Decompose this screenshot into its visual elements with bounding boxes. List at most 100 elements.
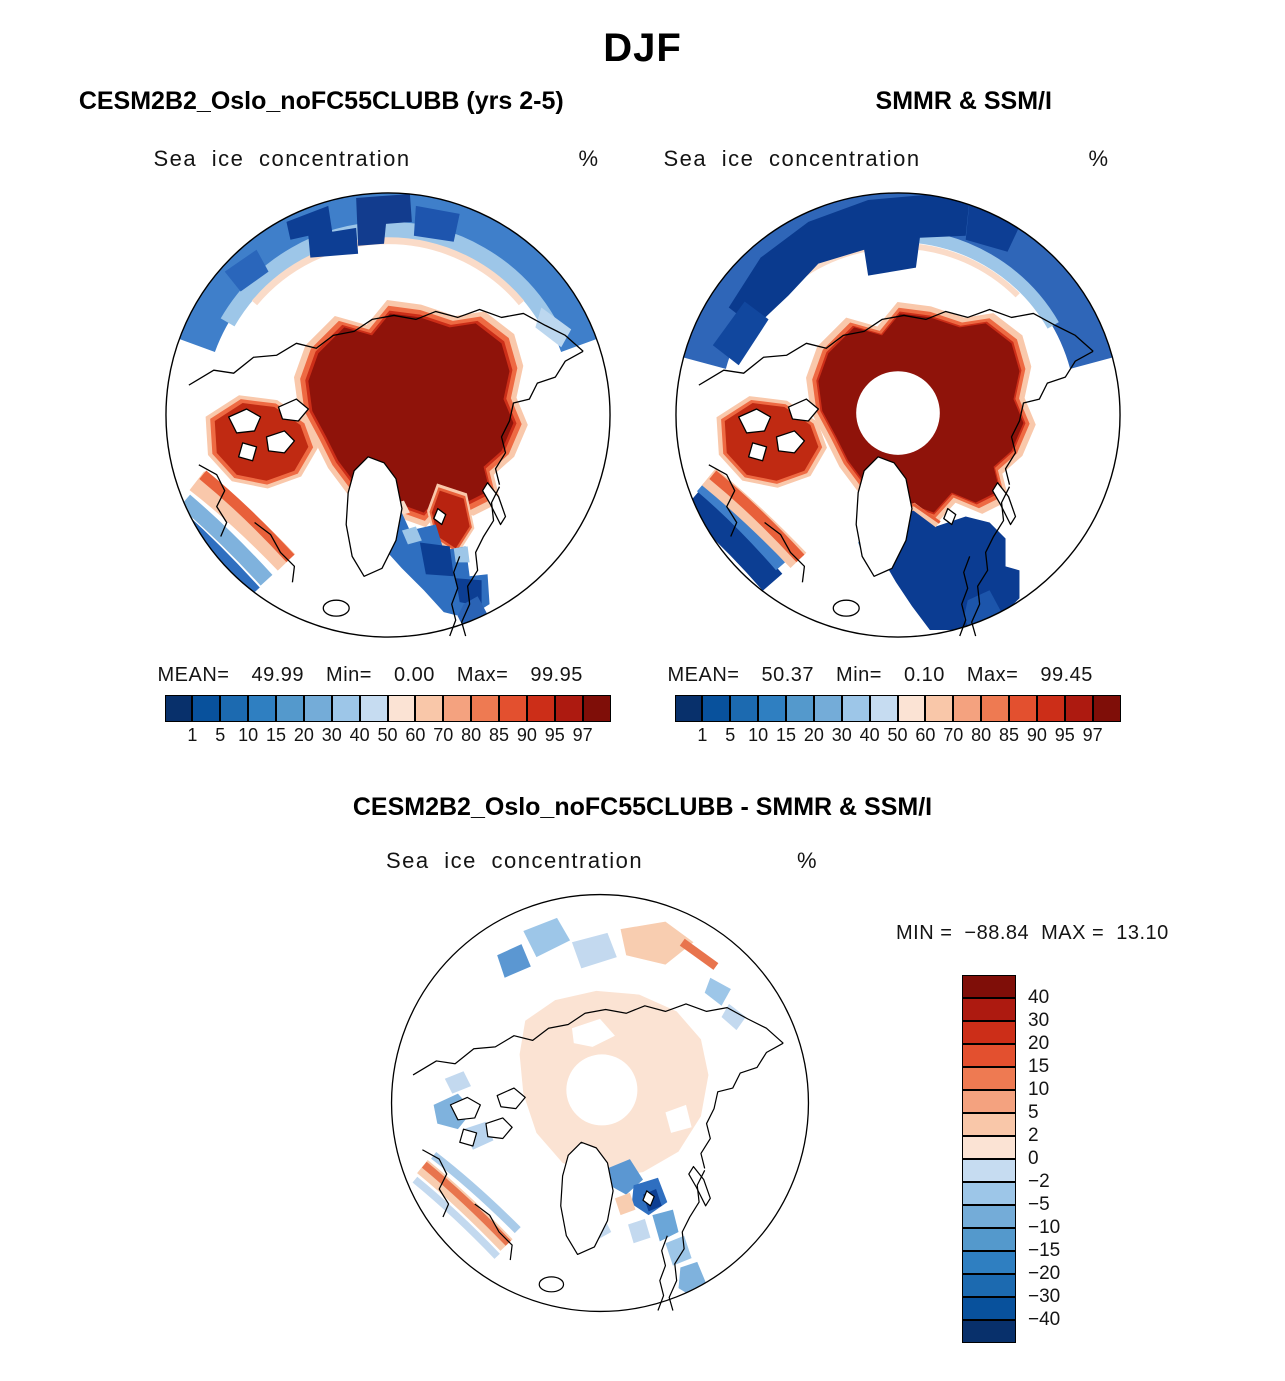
min-label: Min= [836, 664, 882, 686]
colorbar-segment [582, 695, 611, 722]
colorbar-segment [526, 695, 555, 722]
colorbar-tick-label: 97 [1082, 725, 1103, 745]
colorbar-ticks: 1 5 10 15 20 30 40 50 60 70 80 85 90 95 97 [165, 725, 611, 749]
max-value: 99.45 [1040, 664, 1093, 686]
colorbar-segment [443, 695, 472, 722]
colorbar-segment [953, 695, 982, 722]
colorbar-tick-label: −20 [1028, 1263, 1061, 1284]
colorbar-tick-label: 10 [1028, 1079, 1050, 1100]
colorbar-segment [962, 1067, 1016, 1090]
colorbar-segments [674, 695, 1121, 722]
season-title: DJF [603, 26, 682, 70]
colorbar-tick-label: 60 [405, 725, 426, 745]
colorbar-tick-label: 80 [461, 725, 482, 745]
colorbar-tick-label: −40 [1028, 1309, 1061, 1330]
model-units-label: % [578, 146, 600, 171]
colorbar-tick-label: 20 [293, 725, 314, 745]
model-panel: Sea ice concentration % [148, 146, 628, 749]
mean-label: MEAN= [157, 664, 230, 686]
colorbar-segment [674, 695, 703, 722]
diff-units-label: % [796, 848, 818, 873]
obs-plot-header: Sea ice concentration % [658, 146, 1138, 172]
colorbar-tick-label: 5 [1028, 1102, 1039, 1123]
colorbar-segment [925, 695, 954, 722]
colorbar-segment [499, 695, 527, 722]
colorbar-tick-label: −2 [1028, 1171, 1050, 1192]
colorbar-tick-label: 70 [433, 725, 454, 745]
colorbar-segment [303, 695, 332, 722]
colorbar-tick-label: 20 [1028, 1033, 1050, 1054]
mean-label: MEAN= [667, 664, 740, 686]
model-title: CESM2B2_Oslo_noFC55CLUBB (yrs 2-5) [78, 87, 564, 115]
model-ice-pack [293, 300, 528, 528]
colorbar-ticks: 1 5 10 15 20 30 40 50 60 70 80 85 90 95 97 [675, 725, 1121, 749]
colorbar-tick-label: 15 [775, 725, 797, 745]
colorbar-segment [359, 695, 388, 722]
model-stats: MEAN= 49.99 Min= 0.00 Max= 99.95 [148, 664, 628, 687]
obs-map [674, 192, 1121, 638]
colorbar-segment [1009, 695, 1037, 722]
colorbar-tick-label: 5 [215, 725, 226, 745]
obs-panel: Sea ice concentration % [658, 146, 1138, 749]
colorbar-segment [962, 1205, 1016, 1228]
diff-fills [412, 917, 746, 1298]
colorbar-segment [1036, 695, 1065, 722]
colorbar-segment [962, 1251, 1016, 1274]
colorbar-segment [220, 695, 249, 722]
colorbar-segment [813, 695, 842, 722]
colorbar-tick-label: 70 [943, 725, 964, 745]
diff-stats: MIN = −88.84 MAX = 13.10 [896, 922, 1250, 945]
max-label: Max= [456, 664, 509, 686]
colorbar-segment [387, 695, 416, 722]
obs-units-label: % [1088, 146, 1110, 171]
colorbar-segment [897, 695, 926, 722]
max-value: 99.95 [530, 664, 583, 686]
diff-field-label: Sea ice concentration [386, 848, 644, 873]
colorbar-tick-label: 95 [544, 725, 565, 745]
colorbar-segment [962, 1320, 1016, 1343]
colorbar-segment [1092, 695, 1121, 722]
max-value: 13.10 [1116, 922, 1169, 944]
colorbar-tick-label: −5 [1028, 1194, 1050, 1215]
colorbar-segment [962, 1021, 1016, 1044]
colorbar-segment [192, 695, 221, 722]
colorbar-tick-label: 0 [1028, 1148, 1039, 1169]
max-label: Max= [966, 664, 1019, 686]
colorbar-tick-label: 10 [748, 725, 769, 745]
colorbar-tick-label: 40 [349, 725, 370, 745]
colorbar-segment [962, 1159, 1016, 1182]
colorbar-tick-label: 85 [488, 725, 510, 745]
min-value: 0.10 [903, 664, 945, 686]
model-colorbar: 1 5 10 15 20 30 40 50 60 70 80 85 90 95 97 [164, 695, 611, 749]
colorbar-segment [962, 998, 1016, 1021]
mean-value: 49.99 [251, 664, 305, 686]
colorbar-tick-label: 40 [859, 725, 880, 745]
colorbar-segment [962, 1274, 1016, 1297]
colorbar-segment [758, 695, 786, 722]
max-label: MAX = [1041, 922, 1105, 944]
colorbar-segment [415, 695, 444, 722]
colorbar-tick-label: 90 [1026, 725, 1047, 745]
diff-colorbar: 40 30 20 15 10 5 2 0 −2 −5 −10 −15 −20 −30 −40 [962, 975, 1060, 1343]
colorbar-tick-label: 50 [377, 725, 398, 745]
map-boundary [164, 192, 611, 638]
diff-panel: Sea ice concentration % [330, 848, 870, 1343]
colorbar-segment [962, 1113, 1016, 1136]
colorbar-tick-label: 30 [1028, 1010, 1050, 1031]
colorbar-segment [786, 695, 814, 722]
colorbar-segment [276, 695, 304, 722]
colorbar-segment [962, 1297, 1016, 1320]
colorbar-tick-label: 60 [915, 725, 936, 745]
colorbar-tick-label: 95 [1054, 725, 1075, 745]
obs-stats: MEAN= 50.37 Min= 0.10 Max= 99.45 [658, 664, 1138, 687]
colorbar-segment [331, 695, 360, 722]
maps-row: Sea ice concentration % [0, 146, 1285, 749]
colorbar-tick-label: 90 [516, 725, 537, 745]
obs-colorbar: 1 5 10 15 20 30 40 50 60 70 80 85 90 95 97 [674, 695, 1121, 749]
obs-field-label: Sea ice concentration [663, 146, 921, 171]
colorbar-segment [841, 695, 870, 722]
obs-title: SMMR & SSM/I [875, 87, 1052, 115]
colorbar-segment [248, 695, 276, 722]
colorbar-tick-label: −15 [1028, 1240, 1061, 1261]
